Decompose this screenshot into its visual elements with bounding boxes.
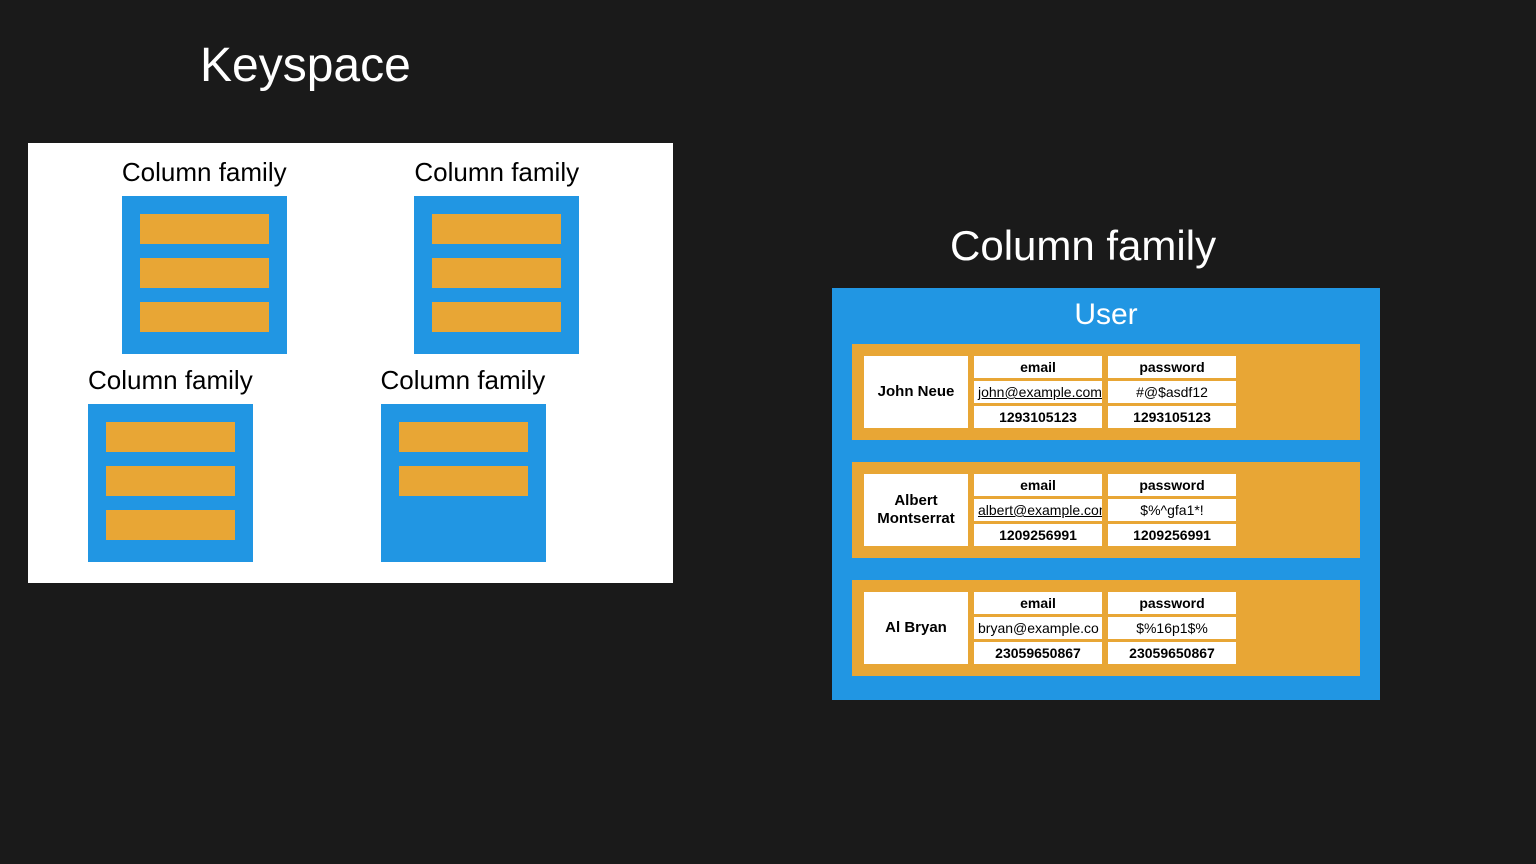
table-row: Al Bryan email bryan@example.co 23059650… bbox=[852, 580, 1360, 676]
row-bar bbox=[140, 214, 269, 244]
row-key: Albert Montserrat bbox=[864, 474, 968, 546]
column-family-cell: Column family bbox=[58, 365, 351, 563]
column-timestamp: 23059650867 bbox=[974, 642, 1102, 664]
column-family-label: Column family bbox=[381, 365, 546, 396]
column-value: bryan@example.co bbox=[974, 617, 1102, 639]
column-family-box bbox=[88, 404, 253, 562]
user-column-family-panel: User John Neue email john@example.com 12… bbox=[832, 288, 1380, 700]
column-name: password bbox=[1108, 592, 1236, 614]
column-family-cell: Column family bbox=[58, 157, 351, 355]
row-key: John Neue bbox=[864, 356, 968, 428]
column-name: password bbox=[1108, 356, 1236, 378]
row-bar bbox=[432, 214, 561, 244]
row-bar bbox=[399, 466, 528, 496]
column-family-box bbox=[381, 404, 546, 562]
column-name: password bbox=[1108, 474, 1236, 496]
row-bar bbox=[432, 258, 561, 288]
column-timestamp: 1293105123 bbox=[1108, 406, 1236, 428]
table-row: Albert Montserrat email albert@example.c… bbox=[852, 462, 1360, 558]
column-value: $%^gfa1*! bbox=[1108, 499, 1236, 521]
column-stack: password $%16p1$% 23059650867 bbox=[1108, 592, 1236, 664]
row-bar bbox=[106, 466, 235, 496]
column-value: $%16p1$% bbox=[1108, 617, 1236, 639]
columns-wrap: email john@example.com 1293105123 passwo… bbox=[974, 356, 1236, 428]
row-bar bbox=[140, 258, 269, 288]
column-name: email bbox=[974, 592, 1102, 614]
columns-wrap: email bryan@example.co 23059650867 passw… bbox=[974, 592, 1236, 664]
column-stack: email bryan@example.co 23059650867 bbox=[974, 592, 1102, 664]
column-timestamp: 1209256991 bbox=[974, 524, 1102, 546]
column-family-cell: Column family bbox=[351, 157, 644, 355]
column-value: john@example.com bbox=[974, 381, 1102, 403]
keyspace-box: Column family Column family Column famil… bbox=[28, 143, 673, 583]
column-stack: email albert@example.com 1209256991 bbox=[974, 474, 1102, 546]
columns-wrap: email albert@example.com 1209256991 pass… bbox=[974, 474, 1236, 546]
column-family-grid: Column family Column family Column famil… bbox=[58, 157, 643, 563]
row-bar bbox=[140, 302, 269, 332]
column-family-box bbox=[414, 196, 579, 354]
row-bar bbox=[106, 422, 235, 452]
column-family-label: Column family bbox=[88, 365, 253, 396]
table-row: John Neue email john@example.com 1293105… bbox=[852, 344, 1360, 440]
row-bar bbox=[432, 302, 561, 332]
row-bar bbox=[106, 510, 235, 540]
column-family-label: Column family bbox=[414, 157, 579, 188]
column-timestamp: 1293105123 bbox=[974, 406, 1102, 428]
column-family-cell: Column family bbox=[351, 365, 644, 563]
column-timestamp: 1209256991 bbox=[1108, 524, 1236, 546]
keyspace-title: Keyspace bbox=[200, 38, 411, 93]
column-family-box bbox=[122, 196, 287, 354]
column-stack: password $%^gfa1*! 1209256991 bbox=[1108, 474, 1236, 546]
row-bar bbox=[399, 422, 528, 452]
column-name: email bbox=[974, 474, 1102, 496]
column-name: email bbox=[974, 356, 1102, 378]
column-family-detail-title: Column family bbox=[950, 222, 1216, 270]
column-value: albert@example.com bbox=[974, 499, 1102, 521]
row-key: Al Bryan bbox=[864, 592, 968, 664]
column-timestamp: 23059650867 bbox=[1108, 642, 1236, 664]
column-value: #@$asdf12 bbox=[1108, 381, 1236, 403]
column-stack: email john@example.com 1293105123 bbox=[974, 356, 1102, 428]
column-family-label: Column family bbox=[122, 157, 287, 188]
table-name-title: User bbox=[852, 298, 1360, 332]
column-stack: password #@$asdf12 1293105123 bbox=[1108, 356, 1236, 428]
